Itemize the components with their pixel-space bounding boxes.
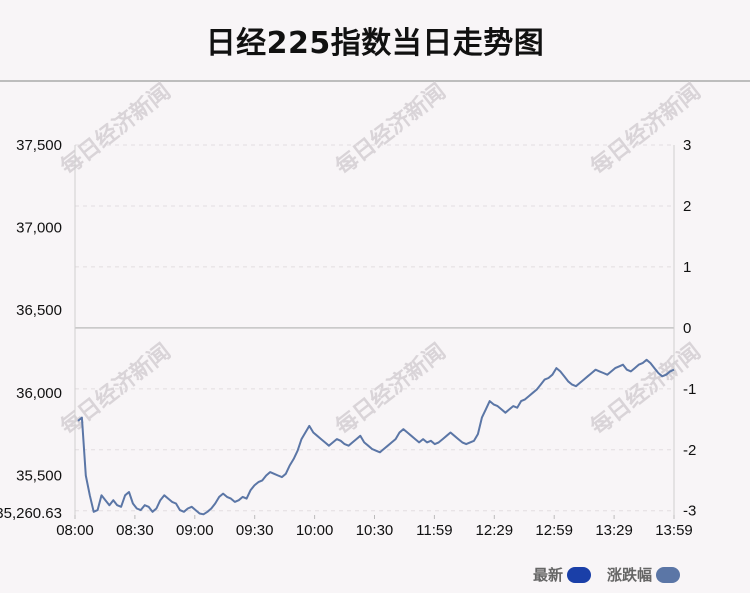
right-tick-label: -1: [683, 381, 696, 398]
right-tick-label: 0: [683, 320, 691, 337]
watermark-text: 每日经济新闻: [586, 79, 706, 181]
legend-swatch-latest: [567, 566, 592, 583]
legend-label-change: 涨跌幅: [607, 566, 653, 584]
x-tick-label: 10:30: [356, 522, 394, 539]
grid-lines: [75, 144, 674, 512]
axes: [74, 145, 675, 515]
right-tick-label: 1: [683, 259, 691, 276]
x-tick-label: 12:59: [535, 522, 573, 539]
legend-swatch-change: [656, 566, 681, 583]
right-axis-ticks: 3 2 1 0 -1 -2 -3: [683, 137, 696, 520]
right-tick-label: -3: [683, 503, 696, 520]
x-tick-label: 12:29: [476, 522, 514, 539]
chart-title: 日经225指数当日走势图: [205, 26, 545, 61]
x-tick-label: 08:00: [56, 522, 94, 539]
x-axis-ticks: 08:00 08:30 09:00 09:30 10:00 10:30 11:59 12:29…: [56, 515, 693, 539]
left-tick-label: 35,500: [16, 467, 62, 484]
watermark-text: 每日经济新闻: [331, 339, 451, 441]
x-tick-label: 11:59: [416, 522, 452, 539]
x-tick-label: 09:00: [176, 522, 214, 539]
legend-label-latest: 最新: [533, 566, 564, 584]
x-tick-label: 09:30: [236, 522, 274, 539]
left-min-label: 35,260.63: [0, 505, 62, 522]
x-tick-label: 13:59: [655, 522, 693, 539]
watermark-text: 每日经济新闻: [56, 339, 176, 441]
watermark-text: 每日经济新闻: [331, 79, 451, 181]
series-layer: [77, 358, 675, 516]
title-divider: [0, 80, 750, 82]
x-tick-label: 13:29: [595, 522, 633, 539]
watermark-text: 每日经济新闻: [56, 79, 176, 181]
left-tick-label: 36,000: [16, 385, 62, 402]
left-tick-label: 36,500: [16, 302, 62, 319]
legend: 最新 涨跌幅: [533, 564, 681, 585]
series-line-0: [77, 358, 675, 516]
x-tick-label: 10:00: [296, 522, 334, 539]
left-tick-label: 37,000: [16, 220, 62, 237]
right-tick-label: 2: [683, 198, 691, 215]
right-tick-label: -2: [683, 442, 696, 459]
right-tick-label: 3: [683, 137, 691, 154]
x-tick-label: 08:30: [116, 522, 154, 539]
legend-item-latest[interactable]: 最新: [533, 564, 592, 585]
left-axis-ticks: 37,500 37,000 36,500 36,000 35,500 35,260.63: [0, 137, 62, 522]
left-tick-label: 37,500: [16, 137, 62, 154]
legend-item-change[interactable]: 涨跌幅: [607, 564, 681, 585]
